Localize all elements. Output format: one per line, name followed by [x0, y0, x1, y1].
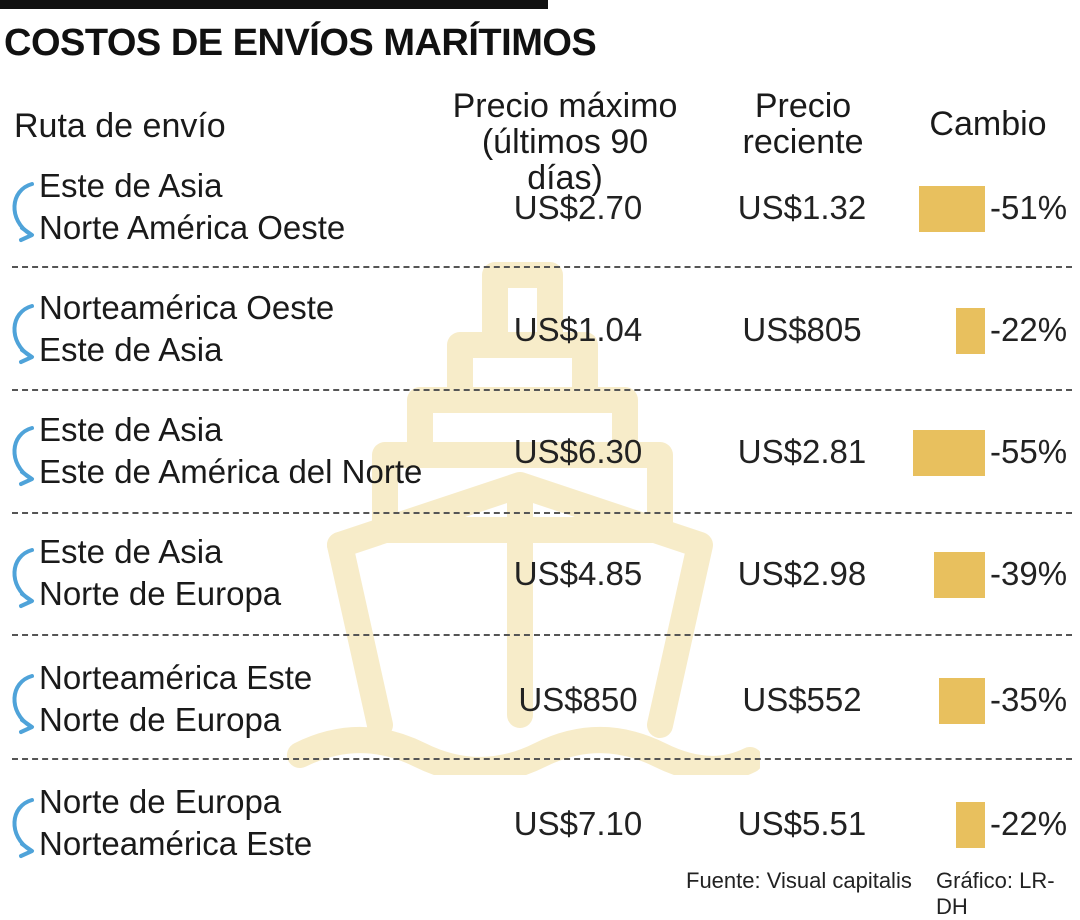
- max-price: US$4.85: [513, 555, 643, 592]
- recent-price: US$2.98: [737, 555, 867, 592]
- change-label: -22%: [990, 311, 1068, 348]
- row-divider: [12, 389, 1072, 391]
- max-price: US$1.04: [513, 311, 643, 348]
- change-bar: [934, 552, 985, 598]
- route-destination: Norte de Europa: [39, 575, 282, 612]
- curved-arrow-icon: [12, 674, 34, 734]
- change-label: -51%: [990, 189, 1068, 226]
- max-price: US$6.30: [513, 433, 643, 470]
- table-row: Norteamérica Este Norte de Europa US$850 US…: [0, 660, 1080, 746]
- change-label: -39%: [990, 555, 1068, 592]
- max-price: US$7.10: [513, 805, 643, 842]
- change-label: -35%: [990, 681, 1068, 718]
- route-destination: Norteamérica Este: [39, 825, 313, 862]
- max-price: US$2.70: [513, 189, 643, 226]
- top-rule: [0, 0, 548, 9]
- credit-note: Gráfico: LR-DH: [936, 868, 1055, 919]
- source-note: Fuente: Visual capitalis: [686, 868, 912, 893]
- page-title: COSTOS DE ENVÍOS MARÍTIMOS: [4, 22, 597, 64]
- route-destination: Este de Asia: [39, 331, 223, 368]
- route-origin: Este de Asia: [39, 167, 223, 204]
- header-max-price: Precio máximo (últimos 90 días): [440, 88, 690, 196]
- change-label: -55%: [990, 433, 1068, 470]
- route-destination: Norte de Europa: [39, 701, 282, 738]
- table-row: Norteamérica Oeste Este de Asia US$1.04 US$…: [0, 290, 1080, 376]
- table-row: Este de Asia Este de América del Norte US$…: [0, 412, 1080, 498]
- header-route: Ruta de envío: [14, 107, 226, 145]
- recent-price: US$552: [742, 681, 862, 718]
- row-divider: [12, 758, 1072, 760]
- row-divider: [12, 634, 1072, 636]
- route-origin: Norte de Europa: [39, 783, 282, 820]
- header-change: Cambio: [929, 105, 1047, 143]
- route-destination: Norte América Oeste: [39, 209, 346, 246]
- change-bar: [913, 430, 985, 476]
- route-origin: Este de Asia: [39, 411, 223, 448]
- change-label: -22%: [990, 805, 1068, 842]
- change-bar: [939, 678, 985, 724]
- recent-price: US$5.51: [737, 805, 867, 842]
- curved-arrow-icon: [12, 798, 34, 858]
- change-bar: [956, 802, 985, 848]
- route-origin: Este de Asia: [39, 533, 223, 570]
- recent-price: US$2.81: [737, 433, 867, 470]
- max-price: US$850: [518, 681, 638, 718]
- header-max-price-line2: (últimos 90 días): [481, 123, 649, 197]
- row-divider: [12, 512, 1072, 514]
- header-recent-price-line2: reciente: [742, 123, 864, 161]
- curved-arrow-icon: [12, 548, 34, 608]
- header-recent-price: Precio reciente: [728, 88, 878, 160]
- table-row: Norte de Europa Norteamérica Este US$7.10 U…: [0, 784, 1080, 870]
- header-recent-price-line1: Precio: [754, 87, 852, 125]
- route-destination: Este de América del Norte: [39, 453, 423, 490]
- header-max-price-line1: Precio máximo: [452, 87, 678, 125]
- curved-arrow-icon: [12, 426, 34, 486]
- route-origin: Norteamérica Oeste: [39, 289, 335, 326]
- change-bar: [919, 186, 985, 232]
- recent-price: US$1.32: [737, 189, 867, 226]
- curved-arrow-icon: [12, 182, 34, 242]
- curved-arrow-icon: [12, 304, 34, 364]
- route-origin: Norteamérica Este: [39, 659, 313, 696]
- recent-price: US$805: [742, 311, 862, 348]
- table-row: Este de Asia Norte América Oeste US$2.70 US…: [0, 168, 1080, 254]
- row-divider: [12, 266, 1072, 268]
- table-row: Este de Asia Norte de Europa US$4.85 US$2.9…: [0, 534, 1080, 620]
- change-bar: [956, 308, 985, 354]
